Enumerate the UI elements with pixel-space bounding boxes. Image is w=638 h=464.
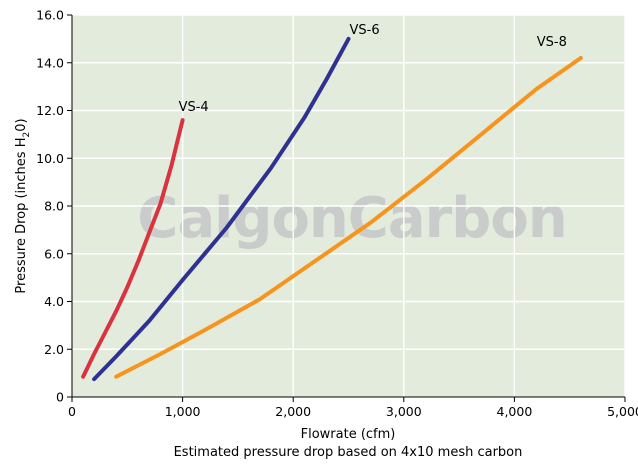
x-tick-label: 1,000	[165, 404, 201, 419]
y-tick-label: 14.0	[36, 55, 64, 70]
x-tick-label: 4,000	[497, 404, 533, 419]
x-tick-label: 0	[68, 404, 76, 419]
y-tick-label: 6.0	[44, 246, 64, 261]
x-tick-label: 5,000	[607, 404, 638, 419]
series-labels: VS-4 VS-6 VS-8	[179, 23, 567, 115]
series-line-vs-6	[92, 36, 351, 382]
axes	[67, 14, 626, 402]
y-tick-label: 12.0	[36, 103, 64, 118]
series-line-vs-8	[114, 56, 583, 379]
watermark-logo: CalgonCarbon	[137, 186, 566, 251]
y-axis-title-main: Pressure Drop (inches H	[14, 138, 29, 294]
chart-caption: Estimated pressure drop based on 4x10 me…	[174, 445, 523, 460]
y-tick-label: 2.0	[44, 342, 64, 357]
series-label-vs-4: VS-4	[179, 100, 209, 115]
grid-lines	[72, 14, 626, 397]
series-label-vs-8: VS-8	[537, 35, 567, 50]
series-line-vs-4	[81, 118, 185, 379]
series-label-vs-6: VS-6	[350, 23, 380, 38]
y-tick-label: 4.0	[44, 294, 64, 309]
y-tick-label: 8.0	[44, 199, 64, 214]
x-tick-label: 2,000	[275, 404, 311, 419]
y-axis-title-subscript: 2	[22, 132, 32, 138]
series-group	[81, 36, 583, 382]
x-tick-label: 3,000	[386, 404, 422, 419]
y-axis-title: Pressure Drop (inches H20)	[14, 118, 32, 293]
tick-labels: 0 2.0 4.0 6.0 8.0 10.0 12.0 14.0 16.0 0 1,000 2,000…	[36, 8, 638, 420]
y-tick-label: 10.0	[36, 151, 64, 166]
y-tick-label: 0	[56, 390, 64, 405]
y-tick-label: 16.0	[36, 8, 64, 23]
x-axis-title: Flowrate (cfm)	[301, 427, 396, 442]
y-axis-title-end: 0)	[14, 118, 29, 131]
